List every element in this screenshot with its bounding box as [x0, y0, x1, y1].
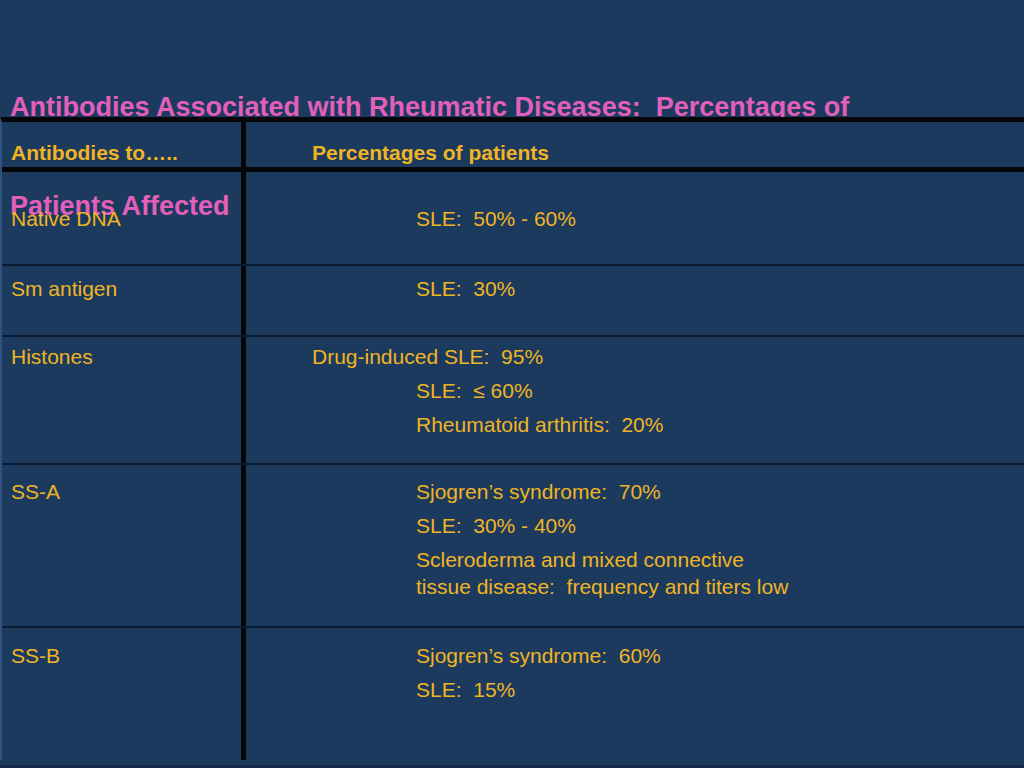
row-value-line: SLE: 30% - 40% — [246, 512, 1024, 539]
row-value-line: tissue disease: frequency and titers low — [246, 573, 1024, 600]
row-label-cell: Sm antigen — [2, 266, 246, 335]
antibody-table: Antibodies to….. Percentages of patients… — [0, 117, 1024, 760]
row-label: Native DNA — [11, 207, 121, 230]
row-value-line: Scleroderma and mixed connective — [246, 546, 1024, 573]
row-value-line: SLE: ≤ 60% — [246, 377, 1024, 404]
row-label: SS-A — [11, 480, 60, 503]
row-values-cell: SLE: 30% — [246, 266, 1024, 335]
row-label-cell: SS-B — [2, 628, 246, 760]
row-value-line: Sjogren’s syndrome: 60% — [246, 642, 1024, 669]
column-header-percentages: Percentages of patients — [246, 139, 1024, 166]
row-value-line: Sjogren’s syndrome: 70% — [246, 478, 1024, 505]
slide: Antibodies Associated with Rheumatic Dis… — [0, 0, 1024, 768]
row-value-line: Rheumatoid arthritis: 20% — [246, 411, 1024, 438]
row-value-line: Drug-induced SLE: 95% — [246, 343, 1024, 370]
table-header-row: Antibodies to….. Percentages of patients — [2, 122, 1024, 172]
row-values-cell: Sjogren’s syndrome: 60% SLE: 15% — [246, 628, 1024, 760]
row-values-cell: Sjogren’s syndrome: 70% SLE: 30% - 40% S… — [246, 465, 1024, 626]
row-label-cell: Native DNA — [2, 172, 246, 264]
column-header-antibodies: Antibodies to….. — [11, 141, 178, 164]
row-label: Sm antigen — [11, 277, 117, 300]
row-value-line: SLE: 30% — [246, 275, 1024, 302]
table-row-ss-a: SS-A Sjogren’s syndrome: 70% SLE: 30% - … — [2, 465, 1024, 628]
row-label-cell: Histones — [2, 337, 246, 463]
table-row-histones: Histones Drug-induced SLE: 95% SLE: ≤ 60… — [2, 337, 1024, 465]
row-value-line: SLE: 50% - 60% — [246, 205, 1024, 232]
header-cell-antibodies: Antibodies to….. — [2, 122, 246, 167]
table-row-ss-b: SS-B Sjogren’s syndrome: 60% SLE: 15% — [2, 628, 1024, 760]
row-label: SS-B — [11, 644, 60, 667]
row-value-line: SLE: 15% — [246, 676, 1024, 703]
row-label-cell: SS-A — [2, 465, 246, 626]
table-row-sm-antigen: Sm antigen SLE: 30% — [2, 266, 1024, 337]
row-label: Histones — [11, 345, 93, 368]
row-values-cell: Drug-induced SLE: 95% SLE: ≤ 60% Rheumat… — [246, 337, 1024, 463]
row-values-cell: SLE: 50% - 60% — [246, 172, 1024, 264]
table-row-native-dna: Native DNA SLE: 50% - 60% — [2, 172, 1024, 266]
header-cell-percentages: Percentages of patients — [246, 122, 1024, 167]
